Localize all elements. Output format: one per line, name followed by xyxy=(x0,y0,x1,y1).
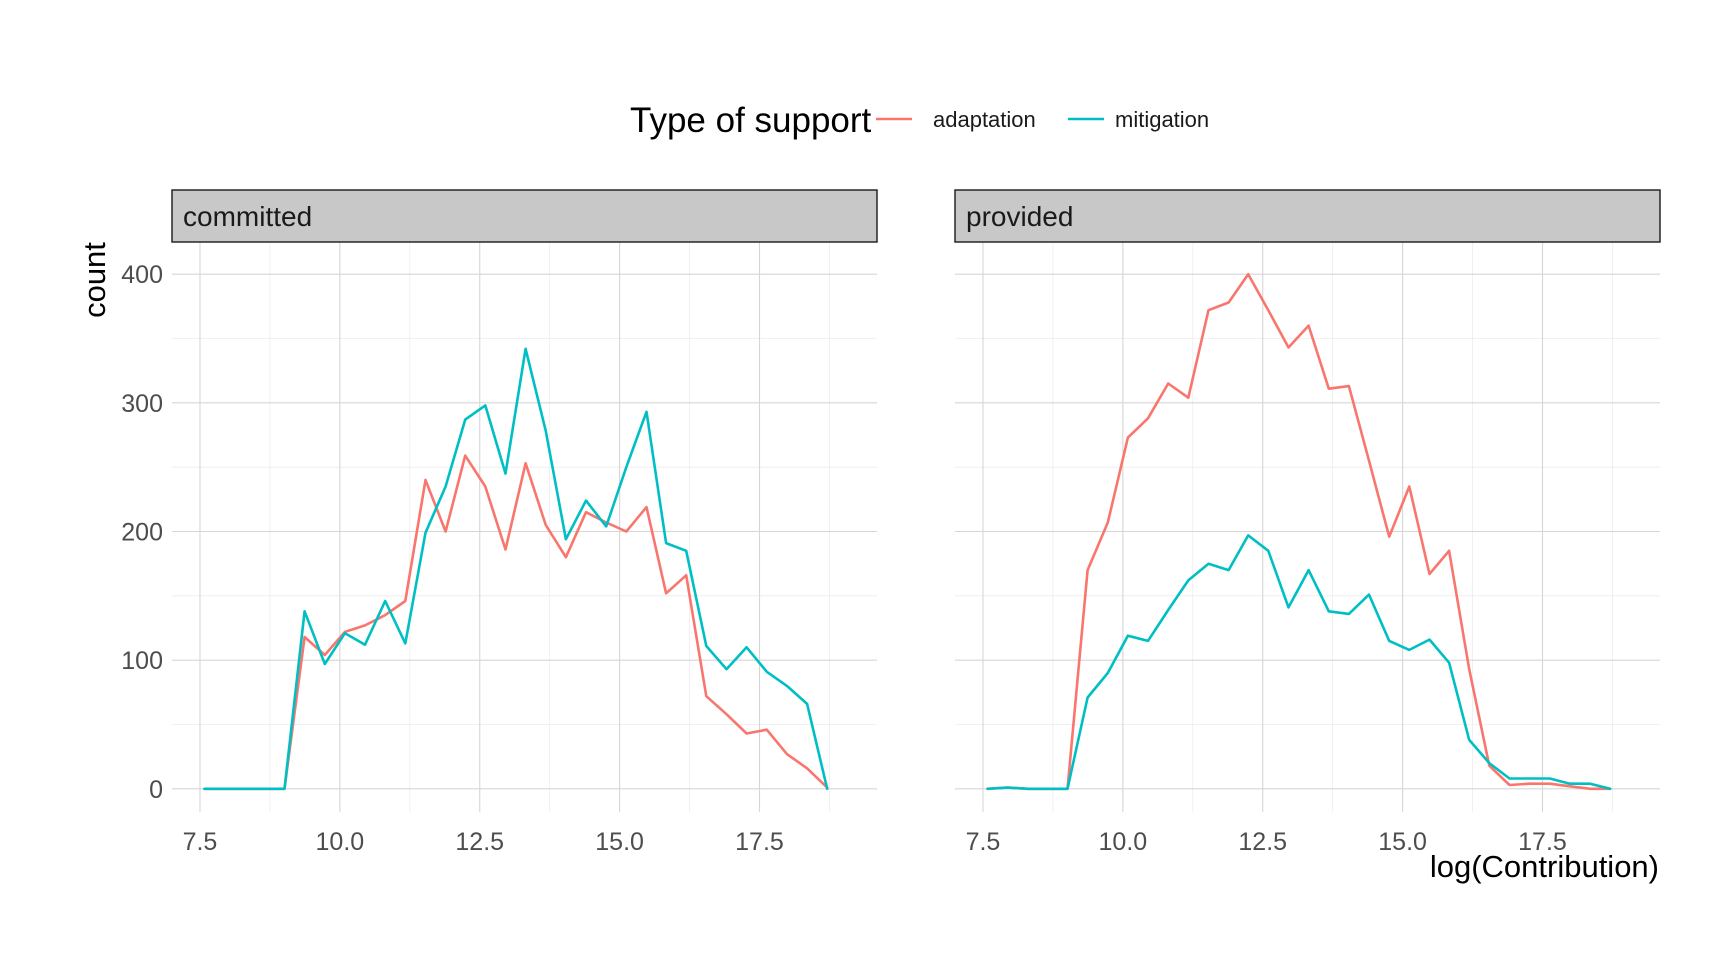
facet-strip xyxy=(171,189,878,243)
y-tick-label: 300 xyxy=(121,390,163,418)
series-line-mitigation xyxy=(203,347,829,791)
series-line-adaptation xyxy=(986,272,1612,791)
x-tick-label: 7.5 xyxy=(966,828,1001,856)
legend-label-mitigation: mitigation xyxy=(1115,107,1209,132)
y-tick-label: 0 xyxy=(149,776,163,804)
y-tick-label: 400 xyxy=(121,261,163,289)
x-tick-label: 10.0 xyxy=(1099,828,1148,856)
series-line-mitigation xyxy=(986,534,1612,791)
legend-title: Type of support xyxy=(630,101,872,140)
x-tick-label: 17.5 xyxy=(735,828,784,856)
x-tick-label: 17.5 xyxy=(1518,828,1567,856)
y-tick-label: 200 xyxy=(121,519,163,547)
legend-label-adaptation: adaptation xyxy=(933,107,1036,132)
facet-strip-label: provided xyxy=(966,201,1073,232)
x-tick-label: 7.5 xyxy=(183,828,218,856)
y-tick-label: 100 xyxy=(121,647,163,675)
x-tick-label: 12.5 xyxy=(1238,828,1287,856)
facet-strip-label: committed xyxy=(183,201,312,232)
facet-strip xyxy=(954,189,1661,243)
panel-provided: 7.5 10.0 12.5 15.0 17.5 provided xyxy=(954,189,1661,856)
x-tick-label: 10.0 xyxy=(316,828,365,856)
panel-committed: 7.5 10.0 12.5 15.0 17.5 0 100 200 300 400 committe… xyxy=(121,189,878,856)
x-tick-label: 15.0 xyxy=(595,828,644,856)
x-tick-label: 15.0 xyxy=(1378,828,1427,856)
y-axis-title: count xyxy=(77,242,112,318)
series-line-adaptation xyxy=(203,454,829,791)
x-axis-title: log(Contribution) xyxy=(1430,849,1659,884)
legend: Type of support adaptation mitigation xyxy=(630,101,1209,140)
x-tick-label: 12.5 xyxy=(455,828,504,856)
panels: 7.5 10.0 12.5 15.0 17.5 0 100 200 300 400 committe… xyxy=(121,189,1661,856)
